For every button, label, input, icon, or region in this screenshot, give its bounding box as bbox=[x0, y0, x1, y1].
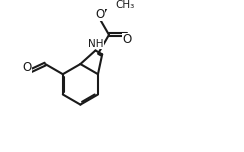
Text: O: O bbox=[122, 33, 132, 46]
Text: O: O bbox=[22, 61, 32, 74]
Text: CH₃: CH₃ bbox=[115, 0, 135, 10]
Text: NH: NH bbox=[88, 39, 104, 49]
Text: O: O bbox=[95, 8, 105, 21]
